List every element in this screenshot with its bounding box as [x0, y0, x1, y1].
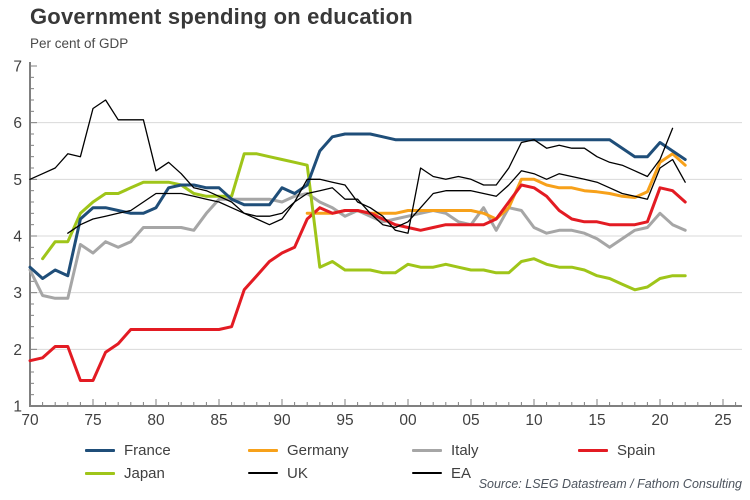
legend-item-italy: Italy — [412, 439, 479, 461]
svg-text:95: 95 — [336, 412, 353, 429]
chart-subtitle: Per cent of GDP — [30, 36, 129, 51]
italy-line-swatch — [412, 448, 442, 452]
ea-line-swatch — [412, 472, 442, 474]
svg-text:75: 75 — [84, 412, 101, 429]
legend-label-ea: EA — [451, 464, 472, 482]
japan-line-swatch — [85, 471, 115, 475]
series-line-germany — [305, 152, 687, 221]
plot-area: 1 2 3 4 5 6 7 70 75 80 85 90 95 00 05 10 15 20 25 — [13, 59, 742, 429]
legend-item-germany: Germany — [248, 439, 349, 461]
svg-text:10: 10 — [525, 412, 543, 429]
source-attribution: Source: LSEG Datastream / Fathom Consult… — [478, 477, 742, 491]
france-line-swatch — [85, 448, 115, 452]
svg-text:6: 6 — [13, 115, 22, 132]
legend-label-spain: Spain — [617, 441, 656, 459]
series-line-japan — [41, 152, 687, 292]
spain-line-swatch — [578, 448, 608, 452]
svg-text:25: 25 — [714, 412, 731, 429]
legend-item-spain: Spain — [578, 439, 655, 461]
svg-text:15: 15 — [588, 412, 605, 429]
legend-label-france: France — [124, 441, 171, 459]
uk-line-swatch — [248, 472, 278, 474]
chart-title: Government spending on education — [30, 4, 413, 29]
svg-text:7: 7 — [13, 59, 22, 76]
svg-text:70: 70 — [21, 412, 39, 429]
legend-item-japan: Japan — [85, 462, 165, 484]
svg-text:1: 1 — [13, 399, 22, 416]
legend-label-germany: Germany — [287, 441, 349, 459]
legend-label-japan: Japan — [124, 464, 165, 482]
germany-line-swatch — [248, 448, 278, 452]
svg-text:85: 85 — [210, 412, 227, 429]
svg-text:5: 5 — [13, 172, 22, 189]
series-line-uk — [29, 99, 674, 234]
svg-text:4: 4 — [13, 229, 22, 246]
svg-text:20: 20 — [651, 412, 669, 429]
legend-item-ea: EA — [412, 462, 471, 484]
legend-item-france: France — [85, 439, 171, 461]
svg-text:80: 80 — [147, 412, 165, 429]
legend-label-italy: Italy — [451, 441, 479, 459]
legend-label-uk: UK — [287, 464, 308, 482]
chart-legend: France Germany Italy Spain Japan UK EA — [0, 437, 750, 485]
series-line-ea — [67, 158, 686, 234]
svg-text:05: 05 — [462, 412, 479, 429]
series-line-france — [28, 132, 687, 280]
svg-text:2: 2 — [13, 342, 22, 359]
svg-text:90: 90 — [273, 412, 291, 429]
svg-text:00: 00 — [399, 412, 417, 429]
legend-item-uk: UK — [248, 462, 308, 484]
svg-text:3: 3 — [13, 285, 22, 302]
series-line-spain — [28, 183, 687, 382]
